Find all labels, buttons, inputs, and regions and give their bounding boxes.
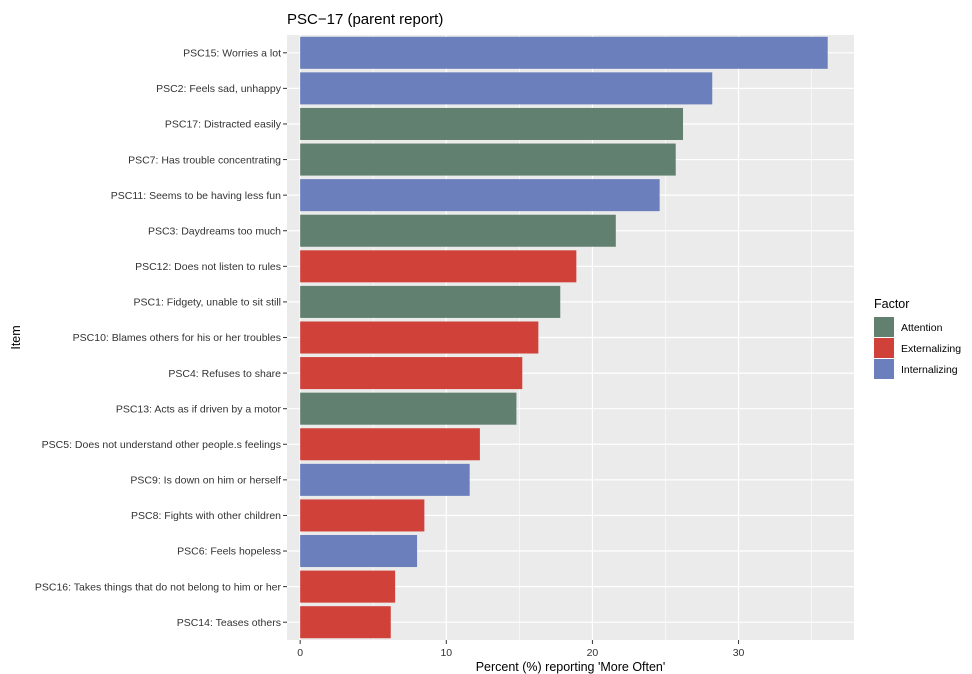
bar [300,357,523,390]
y-tick-label: PSC6: Feels hopeless [177,546,281,558]
y-tick-label: PSC3: Daydreams too much [148,225,281,237]
x-axis: 0 10 20 30 [297,640,745,659]
legend-label: Internalizing [901,364,958,376]
chart-title: PSC−17 (parent report) [287,11,443,28]
bar [300,570,396,603]
bar [300,36,828,69]
y-tick-label: PSC14: Teases others [177,617,281,629]
x-tick-label: 10 [440,647,452,659]
bar [300,143,676,176]
y-tick-label: PSC1: Fidgety, unable to sit still [134,297,281,309]
bar [300,72,713,105]
bar [300,285,561,318]
legend-swatch [874,338,894,358]
x-axis-title: Percent (%) reporting 'More Often' [476,660,666,674]
y-tick-label: PSC5: Does not understand other people.s… [42,439,281,451]
y-tick-label: PSC16: Takes things that do not belong t… [35,581,282,593]
y-tick-label: PSC13: Acts as if driven by a motor [116,403,282,415]
bar [300,214,616,247]
bar [300,535,418,568]
legend-swatch [874,359,894,379]
legend-title: Factor [874,297,909,311]
y-tick-label: PSC15: Worries a lot [183,47,281,59]
legend-label: Attention [901,322,943,334]
bar [300,321,539,354]
bar [300,179,660,212]
bar [300,606,391,639]
legend-label: Externalizing [901,343,961,355]
y-tick-label: PSC10: Blames others for his or her trou… [73,332,281,344]
bar [300,463,470,496]
legend: Factor Attention Externalizing Internalizi… [874,297,961,379]
y-tick-label: PSC2: Feels sad, unhappy [156,83,282,95]
legend-swatch [874,317,894,337]
y-tick-label: PSC12: Does not listen to rules [135,261,281,273]
x-tick-label: 20 [587,647,599,659]
bar [300,392,517,425]
y-tick-label: PSC8: Fights with other children [131,510,281,522]
y-tick-label: PSC7: Has trouble concentrating [128,154,281,166]
bar [300,499,425,532]
bar [300,250,577,283]
legend-items: Attention Externalizing Internalizing [874,317,961,379]
bar [300,428,480,461]
bars-group [300,36,828,639]
y-axis-title: Item [9,325,23,349]
y-tick-label: PSC4: Refuses to share [168,368,281,380]
x-tick-label: 30 [733,647,745,659]
y-tick-label: PSC11: Seems to be having less fun [111,190,281,202]
x-tick-label: 0 [297,647,303,659]
y-tick-label: PSC17: Distracted easily [165,119,282,131]
y-axis: PSC15: Worries a lot PSC2: Feels sad, unh… [35,47,287,629]
bar [300,107,684,140]
y-tick-label: PSC9: Is down on him or herself [130,475,281,487]
